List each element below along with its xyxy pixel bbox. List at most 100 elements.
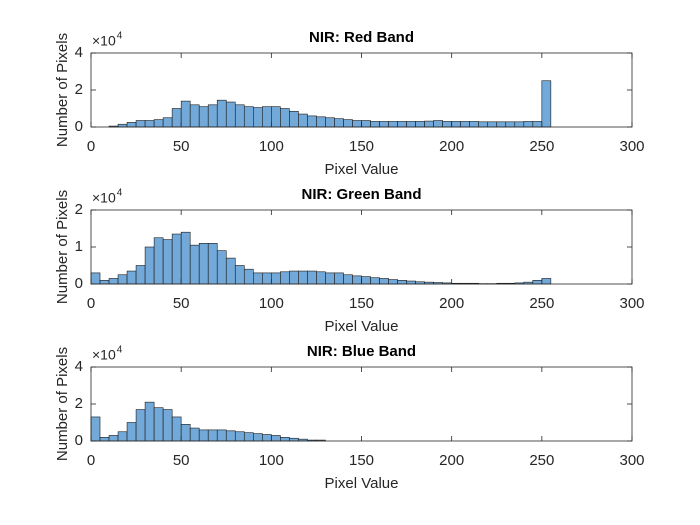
bar bbox=[144, 246, 155, 285]
bar bbox=[280, 108, 290, 128]
x-axis-label: Pixel Value bbox=[325, 161, 399, 178]
bar bbox=[253, 107, 263, 128]
bar bbox=[271, 435, 281, 442]
bar bbox=[99, 279, 110, 285]
bar bbox=[153, 407, 164, 442]
bar bbox=[289, 437, 299, 442]
bar bbox=[307, 115, 317, 128]
bar bbox=[433, 120, 443, 128]
x-tick-label: 0 bbox=[87, 295, 95, 312]
x-tick-label: 100 bbox=[259, 138, 284, 155]
bar bbox=[198, 243, 209, 285]
bar bbox=[316, 271, 326, 285]
x-tick-label: 250 bbox=[529, 138, 554, 155]
y-exponent: 4 bbox=[117, 31, 123, 42]
bar bbox=[243, 268, 254, 285]
x-axis-label: Pixel Value bbox=[325, 475, 399, 492]
bar bbox=[514, 121, 525, 128]
bar bbox=[216, 250, 227, 285]
bar bbox=[243, 106, 254, 128]
bar bbox=[478, 121, 489, 128]
bar bbox=[262, 434, 272, 442]
bar bbox=[496, 121, 507, 128]
bar bbox=[253, 433, 263, 442]
bar bbox=[334, 272, 344, 285]
bar bbox=[225, 101, 236, 128]
bar bbox=[225, 430, 236, 442]
x-tick-label: 100 bbox=[259, 452, 284, 469]
y-exponent-base: ×10 bbox=[92, 190, 116, 206]
y-tick-label: 0 bbox=[75, 432, 83, 449]
y-tick-label: 2 bbox=[75, 201, 83, 218]
bar bbox=[262, 106, 272, 128]
bar bbox=[307, 270, 317, 285]
bar bbox=[180, 100, 191, 128]
chart-title: NIR: Red Band bbox=[309, 29, 414, 46]
y-exponent-base: ×10 bbox=[92, 33, 116, 49]
bar bbox=[271, 106, 281, 128]
bar bbox=[298, 270, 308, 285]
bar bbox=[271, 272, 281, 285]
bar bbox=[343, 119, 353, 128]
bar bbox=[135, 120, 146, 128]
bar bbox=[216, 99, 227, 128]
bar bbox=[189, 427, 200, 442]
bar bbox=[180, 231, 191, 285]
bar bbox=[144, 401, 155, 442]
bar bbox=[289, 110, 299, 128]
bar bbox=[379, 278, 389, 285]
y-exponent: 4 bbox=[117, 188, 123, 199]
x-tick-label: 100 bbox=[259, 295, 284, 312]
bar bbox=[415, 121, 425, 128]
y-axis-label: Number of Pixels bbox=[54, 33, 71, 147]
bar bbox=[343, 274, 353, 285]
bar bbox=[234, 104, 245, 128]
x-tick-label: 50 bbox=[173, 295, 190, 312]
bar bbox=[234, 431, 245, 442]
bar bbox=[108, 435, 119, 442]
y-axis-label: Number of Pixels bbox=[54, 347, 71, 461]
x-tick-label: 50 bbox=[173, 452, 190, 469]
x-tick-label: 200 bbox=[439, 452, 464, 469]
x-tick-label: 300 bbox=[619, 138, 644, 155]
bar bbox=[532, 121, 543, 128]
y-tick-label: 0 bbox=[75, 118, 83, 135]
y-tick-label: 0 bbox=[75, 275, 83, 292]
bar bbox=[117, 274, 128, 285]
y-tick-label: 4 bbox=[75, 44, 83, 61]
bar bbox=[406, 121, 416, 128]
bar bbox=[171, 416, 182, 442]
x-tick-label: 150 bbox=[349, 138, 374, 155]
x-tick-label: 0 bbox=[87, 138, 95, 155]
bar bbox=[370, 277, 380, 285]
bar bbox=[126, 122, 137, 128]
bar bbox=[424, 120, 434, 128]
bar bbox=[207, 243, 218, 285]
bar bbox=[451, 121, 461, 128]
bar bbox=[505, 121, 516, 128]
bar bbox=[379, 121, 389, 128]
bar bbox=[280, 271, 290, 285]
bar bbox=[388, 121, 398, 128]
bar bbox=[325, 117, 335, 128]
x-tick-label: 250 bbox=[529, 452, 554, 469]
bar bbox=[171, 233, 182, 285]
bar bbox=[541, 80, 552, 128]
bar bbox=[397, 121, 407, 128]
bar bbox=[216, 429, 227, 442]
bar bbox=[469, 121, 480, 128]
bar bbox=[460, 121, 470, 128]
bar bbox=[180, 424, 191, 442]
chart-title: NIR: Green Band bbox=[301, 186, 421, 203]
bar bbox=[126, 422, 137, 442]
y-tick-label: 2 bbox=[75, 81, 83, 98]
bar bbox=[99, 436, 110, 442]
bar bbox=[262, 272, 272, 285]
bar bbox=[487, 121, 498, 128]
y-axis-label: Number of Pixels bbox=[54, 190, 71, 304]
bar bbox=[325, 272, 335, 285]
bar bbox=[316, 116, 326, 128]
x-tick-label: 200 bbox=[439, 295, 464, 312]
y-exponent: 4 bbox=[117, 345, 123, 356]
